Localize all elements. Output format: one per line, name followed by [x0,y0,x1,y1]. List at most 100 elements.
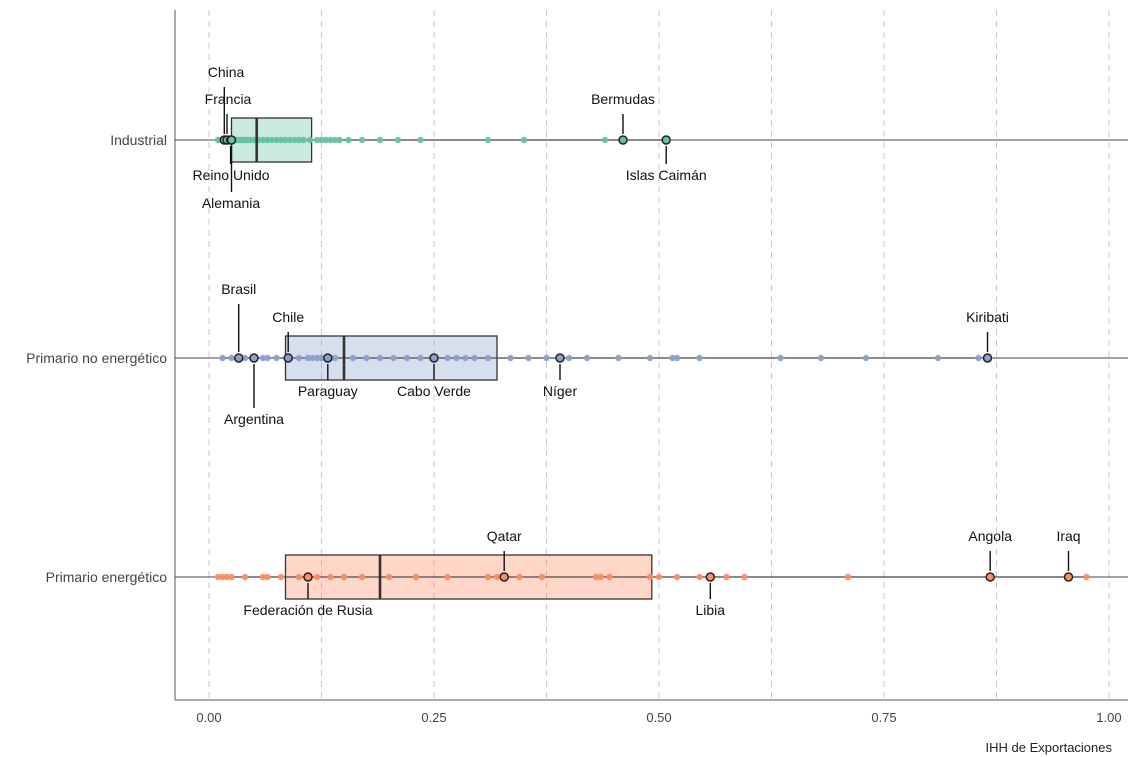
data-point [385,573,393,581]
data-point [223,573,231,581]
data-point [264,354,271,362]
data-point [417,136,424,144]
point-label: Chile [272,309,304,325]
data-point [336,136,343,144]
data-point [228,354,235,362]
data-point [358,573,366,581]
highlighted-point [982,353,993,363]
point-label: Argentina [224,411,284,427]
data-point [295,573,303,581]
data-point [646,573,654,581]
data-point [228,573,235,581]
point-label: Francia [205,91,252,107]
highlighted-point [555,353,565,363]
category-label: Industrial [110,132,167,148]
data-point [313,136,321,144]
data-point [741,573,748,581]
data-point [363,354,370,362]
data-point [538,573,546,581]
highlighted-point [429,353,439,363]
highlighted-point [233,353,244,363]
highlighted-point [499,572,509,582]
data-point [259,354,267,362]
data-point [583,354,591,362]
data-point [543,354,550,362]
data-point [444,354,451,362]
data-point [318,354,325,362]
data-point [934,354,942,362]
data-point [471,354,478,362]
data-point [817,354,825,362]
data-point [696,354,703,362]
point-label: Federación de Rusia [243,602,372,618]
data-point [507,354,514,362]
data-point [273,136,280,144]
highlighted-point [618,135,628,145]
data-point [376,136,384,144]
data-point [484,354,492,362]
data-point [214,573,222,581]
data-point [394,136,402,144]
highlighted-point [323,353,333,363]
x-tick-label: 0.00 [196,710,221,725]
data-point [655,573,663,581]
data-point [306,136,313,144]
point-label: Libia [696,602,726,618]
point-label: Alemania [202,195,261,211]
data-point [318,136,325,144]
data-point [219,573,226,581]
data-point [349,354,357,362]
x-tick-label: 0.50 [646,710,671,725]
data-point [777,354,784,362]
data-point [417,354,424,362]
series-primario-energético [175,554,1128,600]
point-label: Paraguay [298,383,358,399]
data-point [322,136,330,144]
data-point [345,136,352,144]
data-point [300,136,307,144]
series-layer [175,117,1128,600]
data-point [390,354,397,362]
highlighted-point [985,572,995,582]
data-point [412,573,420,581]
data-point [673,354,681,362]
highlighted-point [303,572,313,582]
data-point [516,573,523,581]
data-point [268,136,276,144]
data-point [219,354,226,362]
data-point [295,136,303,144]
data-point [241,354,249,362]
data-point [259,136,267,144]
point-label: Angola [968,528,1012,544]
data-point [309,354,316,362]
point-label: Iraq [1056,528,1080,544]
point-label: Qatar [487,528,522,544]
data-point [286,136,294,144]
category-label: Primario energético [46,569,168,585]
x-tick-label: 0.25 [421,710,446,725]
data-point [291,136,298,144]
data-point [444,573,451,581]
data-point [277,136,285,144]
data-point [723,573,730,581]
data-point [327,136,334,144]
grid [208,10,1110,700]
data-point [304,354,312,362]
highlighted-point [249,353,259,363]
data-point [273,354,280,362]
data-point [484,136,492,144]
data-point [601,136,609,144]
highlighted-point [1063,572,1074,582]
data-point [313,354,321,362]
highlighted-point [661,135,671,145]
highlighted-point [226,135,237,145]
data-point [331,136,339,144]
data-point [592,573,600,581]
x-axis-title: IHH de Exportaciones [986,740,1113,755]
x-tick-label: 1.00 [1096,710,1121,725]
x-tick-label: 0.75 [871,710,896,725]
data-point [597,573,604,581]
data-point [358,136,366,144]
data-point [525,354,532,362]
data-point [669,354,676,362]
